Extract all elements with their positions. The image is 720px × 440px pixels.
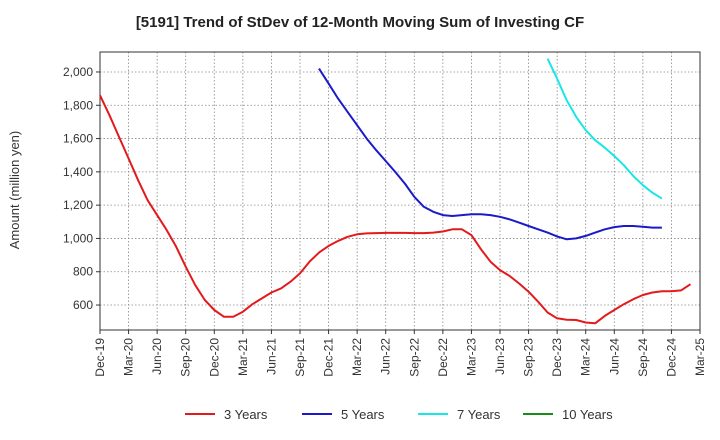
legend-label: 10 Years	[562, 407, 613, 422]
x-tick-label: Jun-20	[150, 338, 164, 375]
series-line-7-years	[546, 58, 663, 200]
chart-title: [5191] Trend of StDev of 12-Month Moving…	[135, 14, 585, 31]
x-tick-label: Mar-20	[122, 338, 136, 376]
x-tick-label: Sep-23	[522, 338, 536, 377]
y-axis-label: Amount (million yen)	[7, 131, 22, 250]
x-tick-label: Jun-22	[379, 338, 393, 375]
x-tick-label: Dec-22	[436, 338, 450, 377]
x-tick-label: Dec-23	[550, 338, 564, 377]
x-tick-label: Mar-24	[579, 338, 593, 376]
y-tick-label: 1,800	[63, 98, 93, 112]
series-line-3-years	[99, 94, 692, 325]
y-tick-label: 2,000	[63, 65, 93, 79]
x-tick-label: Mar-21	[236, 338, 250, 376]
y-tick-label: 800	[73, 265, 93, 279]
plot-area	[100, 52, 700, 330]
y-tick-label: 1,600	[63, 132, 93, 146]
x-tick-label: Sep-21	[293, 338, 307, 377]
x-tick-label: Mar-23	[464, 338, 478, 376]
x-tick-label: Mar-25	[693, 338, 707, 376]
y-tick-label: 600	[73, 298, 93, 312]
x-tick-label: Sep-22	[407, 338, 421, 377]
legend-label: 5 Years	[341, 407, 385, 422]
x-tick-label: Dec-20	[207, 338, 221, 377]
x-tick-label: Sep-20	[179, 338, 193, 377]
x-tick-label: Sep-24	[636, 338, 650, 377]
x-tick-label: Dec-21	[322, 338, 336, 377]
series-line-5-years	[318, 68, 662, 241]
x-tick-label: Dec-19	[93, 338, 107, 377]
plot-border	[99, 51, 701, 331]
x-tick-label: Mar-22	[350, 338, 364, 376]
x-tick-label: Dec-24	[664, 338, 678, 377]
y-tick-label: 1,200	[63, 198, 93, 212]
y-tick-label: 1,400	[63, 165, 93, 179]
legend-label: 3 Years	[224, 407, 268, 422]
x-tick-label: Jun-23	[493, 338, 507, 375]
x-tick-label: Jun-21	[264, 338, 278, 375]
legend-label: 7 Years	[457, 407, 501, 422]
y-tick-label: 1,000	[63, 231, 93, 245]
x-tick-label: Jun-24	[607, 338, 621, 375]
